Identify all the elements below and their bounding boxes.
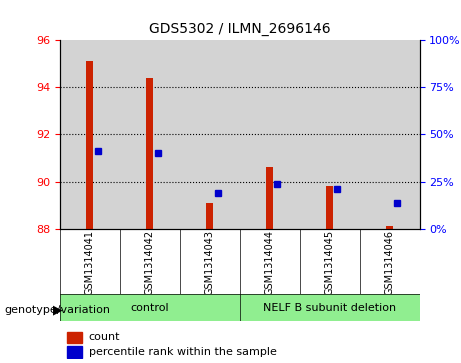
Text: GSM1314041: GSM1314041: [85, 230, 95, 295]
Bar: [266, 167, 273, 229]
Text: GSM1314045: GSM1314045: [325, 230, 335, 295]
Text: genotype/variation: genotype/variation: [5, 305, 111, 315]
Bar: [60, 40, 120, 229]
Bar: [86, 61, 94, 229]
Title: GDS5302 / ILMN_2696146: GDS5302 / ILMN_2696146: [149, 22, 331, 36]
Text: GSM1314043: GSM1314043: [205, 230, 215, 295]
Bar: [120, 40, 180, 229]
Bar: [300, 40, 360, 229]
Text: GSM1314042: GSM1314042: [145, 230, 155, 295]
Text: GSM1314046: GSM1314046: [384, 230, 395, 295]
Bar: [240, 40, 300, 229]
Bar: [180, 40, 240, 229]
Text: ▶: ▶: [53, 304, 63, 317]
Text: control: control: [130, 303, 169, 313]
Bar: [146, 78, 154, 229]
Text: percentile rank within the sample: percentile rank within the sample: [89, 347, 277, 357]
Text: NELF B subunit deletion: NELF B subunit deletion: [263, 303, 396, 313]
Bar: [67, 346, 82, 358]
Bar: [206, 203, 213, 229]
Bar: [326, 186, 333, 229]
Bar: [67, 332, 82, 343]
Text: count: count: [89, 333, 120, 342]
Text: GSM1314044: GSM1314044: [265, 230, 275, 295]
Bar: [386, 227, 393, 229]
Bar: [240, 294, 420, 321]
Bar: [60, 294, 240, 321]
Bar: [360, 40, 420, 229]
